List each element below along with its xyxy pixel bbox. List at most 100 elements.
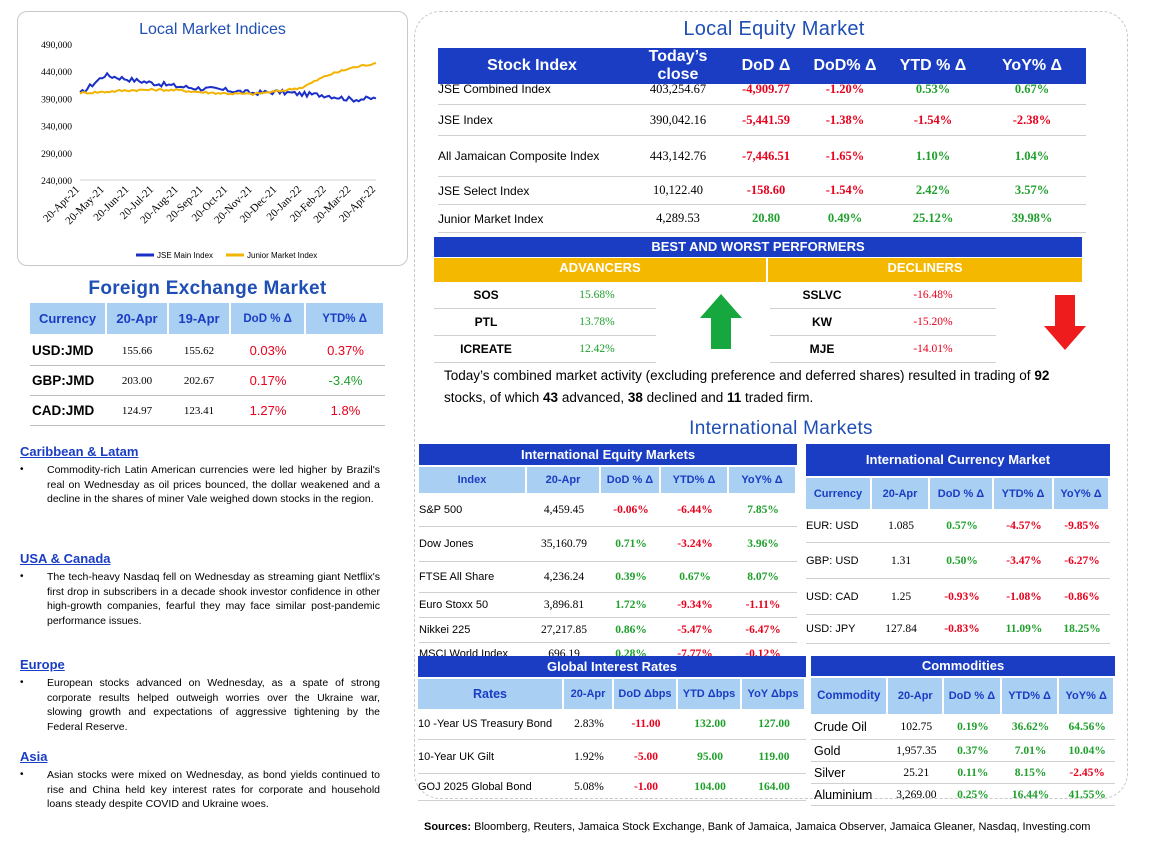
intl_currency-cell: 0.57%	[946, 519, 978, 532]
fx-cell: USD:JMD	[32, 343, 94, 358]
decliners-change: -16.48%	[913, 289, 953, 301]
local-indices-panel: Local Market Indices 490,000 440,000 390,0…	[17, 11, 408, 266]
commodities-header-cell: 20-Apr	[888, 678, 943, 714]
intl_currency-header-cell: YoY% Δ	[1054, 478, 1108, 509]
commodities-header-cell: YoY% Δ	[1059, 678, 1114, 714]
intl_equity-row: Dow Jones 35,160.79 0.71% -3.24% 3.96%	[419, 527, 797, 562]
equity-cell: -1.54%	[825, 183, 865, 197]
commodities-cell: 8.15%	[1014, 766, 1047, 779]
intl_equity-cell: 8.07%	[747, 571, 779, 583]
fx-cell: 0.17%	[249, 373, 287, 388]
fx-cell: 124.97	[121, 404, 153, 417]
intl_currency-cell: 127.84	[885, 623, 917, 635]
equity-cell: 443,142.76	[649, 148, 707, 163]
fx-cell: 155.62	[183, 344, 215, 357]
news-heading[interactable]: Asia	[20, 749, 48, 764]
news-block: Asia • Asian stocks were mixed on Wednesda…	[20, 749, 380, 812]
commodities-row: Aluminium 3,269.00 0.25% 16.44% 41.55%	[811, 784, 1115, 806]
commodities-cell: 41.55%	[1068, 788, 1106, 801]
interest-rates-table: Global Interest Rates Rates 20-Apr DoD Δbps…	[418, 656, 806, 801]
intl_equity-cell: -6.44%	[677, 503, 713, 516]
y-tick-label: 440,000	[41, 68, 72, 78]
decliners-change: -15.20%	[913, 316, 953, 328]
intl_currency-header-cell: 20-Apr	[872, 478, 928, 509]
y-tick-label: 390,000	[41, 95, 72, 105]
equity-cell: Junior Market Index	[438, 211, 544, 226]
equity-header-cell: DoD Δ	[741, 57, 791, 74]
news-heading[interactable]: Caribbean & Latam	[20, 444, 139, 459]
news-heading[interactable]: USA & Canada	[20, 551, 111, 566]
intl_equity-cell: -1.11%	[745, 599, 781, 611]
decliners-ticker: KW	[812, 315, 832, 329]
interest-cell: 5.08%	[574, 781, 604, 793]
fx-cell: 123.41	[183, 404, 215, 417]
bullet-dot: •	[20, 769, 24, 780]
commodities-cell: 0.37%	[957, 744, 989, 757]
intl_equity-cell: Nikkei 225	[419, 624, 471, 636]
interest-cell: 10-Year UK Gilt	[418, 750, 495, 763]
intl_currency-cell: 18.25%	[1063, 623, 1101, 635]
commodities-header-cell: Commodity	[811, 678, 887, 714]
advancers-ticker: PTL	[474, 315, 498, 329]
commodities-cell: 7.01%	[1014, 744, 1047, 757]
summary-text-4: declined and	[642, 389, 727, 405]
fx-header-cell: 20-Apr	[106, 303, 169, 334]
intl_equity-title: International Equity Markets	[419, 444, 797, 465]
intl_equity-cell: 7.85%	[747, 503, 779, 516]
equity-cell: All Jamaican Composite Index	[438, 149, 600, 163]
intl_equity-cell: 0.67%	[679, 571, 711, 583]
equity-cell: 20.80	[751, 211, 781, 225]
equity-cell: 4,289.53	[656, 211, 700, 225]
commodities-row: Crude Oil 102.75 0.19% 36.62% 64.56%	[811, 714, 1115, 740]
intl_currency-cell: -4.57%	[1006, 519, 1042, 532]
equity-cell: 403,254.67	[649, 81, 707, 96]
fx-row: USD:JMD 155.66 155.62 0.03% 0.37%	[30, 336, 385, 366]
decliners-row: KW -15.20%	[770, 309, 996, 336]
intl_equity-header-row: Index 20-Apr DoD % Δ YTD% Δ YoY% Δ	[419, 467, 797, 493]
fx-cell: 203.00	[121, 374, 153, 387]
news-heading[interactable]: Europe	[20, 657, 65, 672]
interest-header-cell: 20-Apr	[564, 679, 612, 709]
intl_equity-cell: -6.47%	[745, 624, 781, 636]
commodities-cell: Aluminium	[814, 787, 873, 802]
equity-cell: JSE Select Index	[438, 183, 530, 198]
y-tick-label: 290,000	[41, 150, 72, 160]
equity-cell: 10,122.40	[653, 183, 703, 197]
interest-cell: -1.00	[634, 781, 658, 793]
equity-cell: -7,446.51	[742, 148, 790, 163]
intl_currency-row: USD: CAD 1.25 -0.93% -1.08% -0.86%	[806, 579, 1110, 615]
interest-cell: -11.00	[631, 718, 661, 730]
commodities-cell: 0.19%	[957, 720, 989, 733]
commodities-cell: 16.44%	[1011, 788, 1050, 801]
equity-cell: 390,042.16	[649, 112, 707, 127]
up-arrow-icon	[700, 294, 742, 349]
local-equity-title: Local Equity Market	[683, 18, 865, 40]
equity-header-cell: YTD % Δ	[899, 57, 967, 74]
fx-row: CAD:JMD 124.97 123.41 1.27% 1.8%	[30, 396, 385, 426]
advancers-list: SOS 15.68% PTL 13.78% ICREATE 12.42%	[434, 282, 656, 363]
decliners-list: SSLVC -16.48% KW -15.20% MJE -14.01%	[770, 282, 996, 363]
market-summary: Today’s combined market activity (exclud…	[444, 365, 1074, 408]
equity-header-cell: DoD% Δ	[813, 57, 877, 74]
commodities-header-cell: DoD % Δ	[944, 678, 1000, 714]
bullet-dot: •	[20, 464, 24, 475]
equity-header-cell: YoY% Δ	[1001, 57, 1063, 74]
chart-title: Local Market Indices	[139, 21, 286, 38]
advancers-row: SOS 15.68%	[434, 282, 656, 309]
interest-header-cell: Rates	[418, 679, 562, 709]
local-indices-chart: 490,000 440,000 390,000 340,000 290,000 240,0…	[41, 41, 378, 260]
commodities-cell: 102.75	[900, 720, 933, 733]
intl_equity-header-cell: 20-Apr	[527, 467, 599, 493]
bullet-dot: •	[20, 677, 24, 688]
intl_equity-cell: -9.34%	[677, 599, 713, 611]
intl_currency-cell: USD: CAD	[806, 590, 859, 603]
intl_currency-cell: USD: JPY	[806, 623, 856, 635]
bullet-dot: •	[20, 571, 24, 582]
sources-line: Sources: Bloomberg, Reuters, Jamaica Sto…	[424, 821, 1134, 833]
intl_currency-header-cell: YTD% Δ	[994, 478, 1052, 509]
interest-cell: 10 -Year US Treasury Bond	[418, 718, 553, 730]
equity-cell: JSE Combined Index	[438, 82, 551, 96]
fx-header-cell: Currency	[30, 303, 108, 334]
intl_currency-cell: -9.85%	[1064, 519, 1100, 532]
